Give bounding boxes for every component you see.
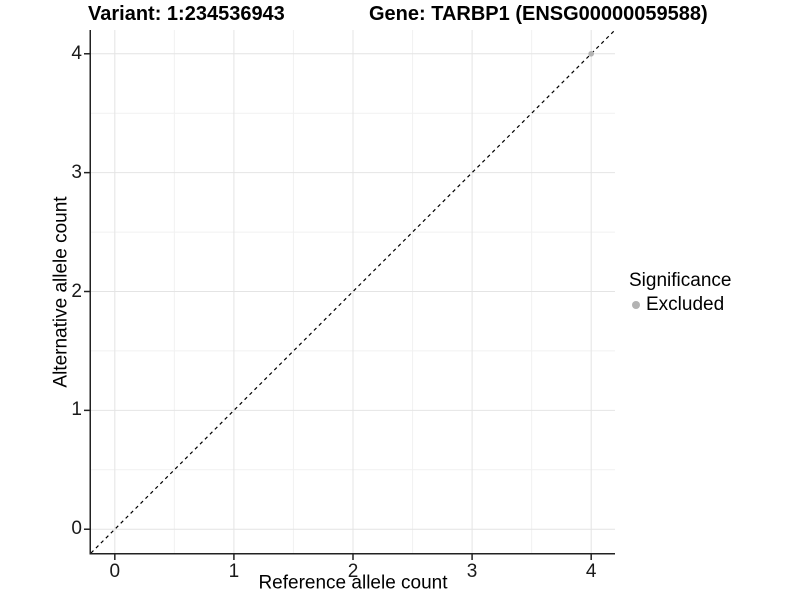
legend-item: Excluded bbox=[629, 293, 731, 316]
plot-title-variant: Variant: 1:234536943 bbox=[88, 3, 285, 25]
legend-item-label: Excluded bbox=[646, 294, 725, 315]
y-tick-label: 3 bbox=[71, 161, 82, 183]
x-tick-label: 1 bbox=[228, 561, 240, 582]
identity-dashed-line bbox=[90, 29, 616, 554]
y-tick-label: 4 bbox=[71, 42, 82, 64]
legend-items: Excluded bbox=[629, 293, 731, 316]
x-tick-label: 3 bbox=[466, 561, 478, 582]
x-tick-label: 2 bbox=[347, 561, 359, 582]
legend-point-icon bbox=[632, 300, 640, 309]
y-tick-label: 1 bbox=[71, 399, 82, 421]
x-axis-label: Reference allele count bbox=[258, 572, 448, 594]
legend-title: Significance bbox=[629, 270, 732, 291]
y-tick-label: 2 bbox=[71, 280, 82, 302]
x-tick-label: 0 bbox=[109, 561, 121, 582]
x-tick-label: 4 bbox=[585, 561, 597, 582]
plot-title-gene: Gene: TARBP1 (ENSG00000059588) bbox=[369, 3, 708, 25]
data-point bbox=[588, 50, 594, 57]
y-tick-label: 0 bbox=[71, 518, 82, 540]
y-axis-label: Alternative allele count bbox=[50, 196, 72, 388]
legend: Significance Excluded bbox=[629, 269, 731, 316]
